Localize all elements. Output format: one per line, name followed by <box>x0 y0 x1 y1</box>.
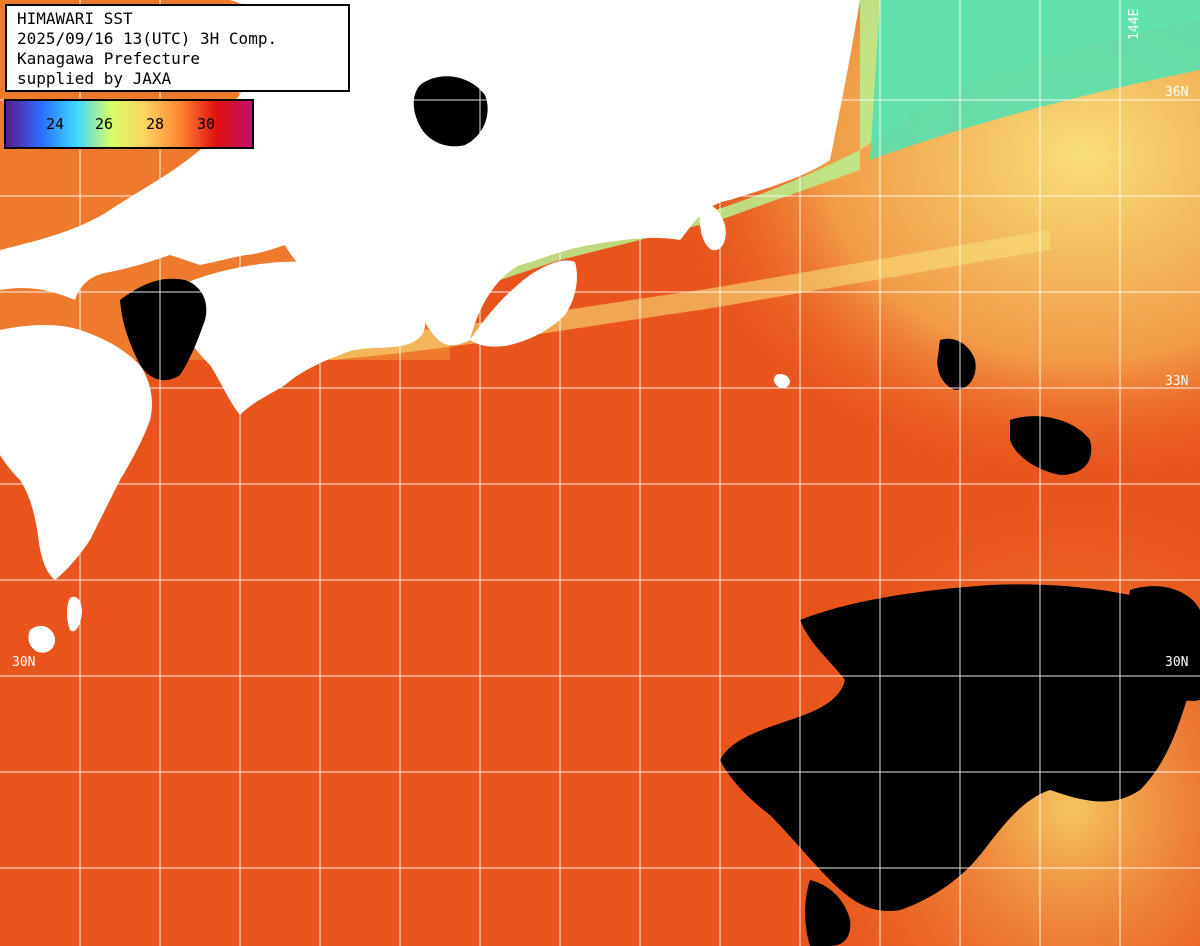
cold-water-ne <box>870 0 1200 160</box>
cloud-east-mid <box>937 338 976 390</box>
land-sado-area <box>470 155 496 189</box>
land-shikoku <box>167 261 425 415</box>
cloud-east-patch <box>1010 416 1092 475</box>
lat-label-30n-west: 30N <box>12 655 35 670</box>
color-scale-legend: 24 26 28 30 <box>4 99 254 149</box>
cloud-east-right <box>1128 586 1200 701</box>
land-yakushima <box>67 596 82 632</box>
land-awaji <box>393 250 412 280</box>
land-kyushu <box>0 325 152 580</box>
lat-label-33n: 33N <box>1165 374 1188 389</box>
cloud-kanto-north <box>413 76 488 147</box>
legend-label-30: 30 <box>197 115 216 133</box>
title-box: HIMAWARI SST 2025/09/16 13(UTC) 3H Comp.… <box>5 4 350 92</box>
land-hachijo <box>773 373 790 389</box>
region-line: Kanagawa Prefecture <box>17 49 201 68</box>
legend-label-26: 26 <box>95 115 114 133</box>
lat-label-30n: 30N <box>1165 655 1188 670</box>
credit-line: supplied by JAXA <box>17 69 172 88</box>
date-line: 2025/09/16 13(UTC) 3H Comp. <box>17 29 278 48</box>
legend-label-24: 24 <box>46 115 65 133</box>
color-scale-bar <box>6 101 252 147</box>
land-tanegashima <box>28 625 56 653</box>
lat-label-33n-west: 33N <box>10 374 33 389</box>
lon-label-144e: 144E <box>1127 9 1142 40</box>
cloud-seto <box>120 278 207 381</box>
cloud-south-tail <box>805 880 851 946</box>
cloud-southeast-main <box>720 584 1196 911</box>
land-kii-peninsula <box>470 260 577 347</box>
lat-label-36n: 36N <box>1165 85 1188 100</box>
legend-label-28: 28 <box>146 115 165 133</box>
lon-label-126e: 126E <box>487 9 502 40</box>
land-izu <box>699 203 726 251</box>
title-line: HIMAWARI SST <box>17 9 133 28</box>
land-honshu <box>0 0 860 346</box>
